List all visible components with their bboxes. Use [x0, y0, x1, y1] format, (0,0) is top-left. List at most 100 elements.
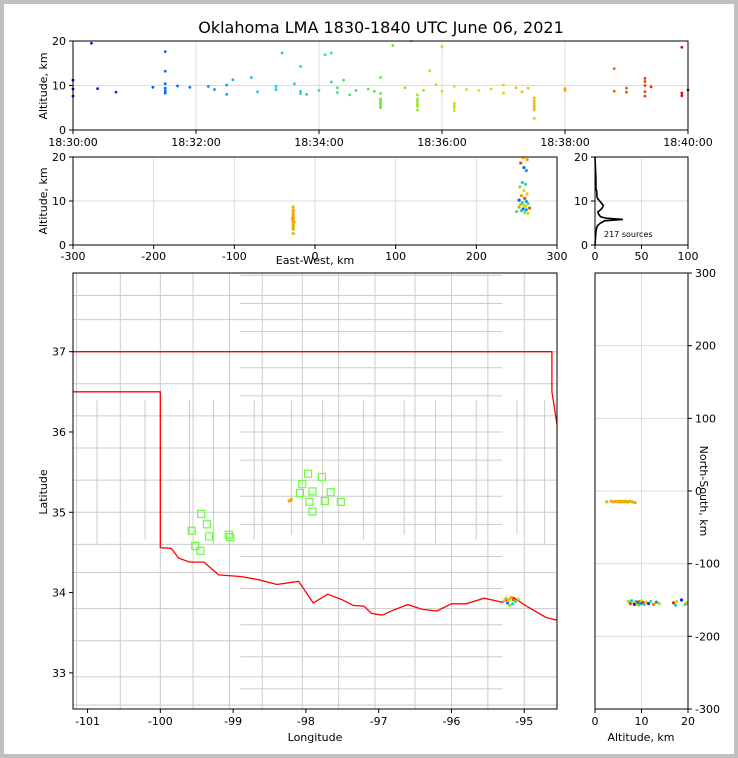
lma-station-marker — [295, 488, 305, 498]
lightning-source-point — [379, 99, 382, 103]
ew-source-point — [291, 227, 295, 231]
lightning-source-point — [649, 85, 653, 89]
ew-tick-label: 300 — [547, 250, 568, 263]
lightning-source-point — [416, 108, 419, 112]
lightning-source-point — [249, 76, 253, 79]
lightning-source-point — [299, 92, 302, 95]
lightning-source-point — [452, 101, 456, 105]
ns-tick-label: 100 — [695, 412, 716, 425]
ew-source-point — [519, 209, 524, 213]
lightning-source-point — [416, 102, 419, 106]
lightning-source-point — [532, 106, 536, 110]
plan-source-point — [505, 601, 510, 605]
plan-source-point — [507, 599, 511, 603]
ns-source-point — [679, 598, 684, 602]
lightning-source-point — [434, 83, 438, 87]
ew-source-point — [292, 220, 296, 224]
lightning-source-point — [680, 94, 684, 98]
lightning-source-point — [502, 83, 505, 87]
ew-tick-label: 200 — [466, 250, 487, 263]
ns-source-point — [626, 599, 631, 604]
plan-view-ylabel: Latitude — [37, 469, 50, 515]
lightning-source-point — [379, 104, 382, 107]
lightning-source-point — [274, 84, 278, 88]
longitude-tick-label: -100 — [148, 715, 173, 728]
ns-tick-label: -100 — [695, 558, 720, 571]
ew-source-point — [524, 208, 528, 212]
ns-source-point — [649, 599, 653, 604]
lightning-source-point — [625, 86, 628, 90]
lightning-source-point — [452, 84, 456, 88]
lma-station-marker — [320, 496, 329, 506]
lma-station-marker — [187, 526, 196, 535]
lightning-source-point — [502, 91, 505, 95]
lightning-source-point — [514, 86, 518, 90]
lightning-source-point — [643, 76, 647, 80]
ns-tick-label: 0 — [695, 485, 702, 498]
altitude-histogram-line — [594, 156, 623, 246]
lightning-source-point — [379, 92, 382, 95]
lma-station-marker — [202, 520, 212, 529]
altitude-tick-label: 0 — [59, 124, 66, 137]
ew-source-point — [523, 196, 527, 200]
lightning-source-point — [532, 96, 536, 100]
latitude-tick-label: 37 — [52, 346, 66, 359]
lma-station-marker — [308, 487, 317, 496]
lightning-source-point — [163, 82, 167, 86]
ns-tick-label: 300 — [695, 267, 716, 280]
lightning-source-point — [477, 88, 481, 92]
ns-height-ylabel: North-South, km — [697, 446, 710, 537]
ew-source-point — [519, 161, 523, 165]
ew-source-point — [515, 209, 519, 214]
lightning-source-point — [163, 89, 167, 93]
lightning-source-point — [299, 64, 302, 68]
lightning-source-point — [643, 94, 647, 98]
lma-station-marker — [305, 497, 314, 506]
lightning-source-point — [176, 84, 179, 88]
ns-source-point — [671, 601, 676, 605]
ew-height-xlabel: East-West, km — [276, 254, 354, 267]
time-height-panel: 18:30:00 18:32:00 18:34:00 18:36:00 18:38:00… — [37, 35, 713, 149]
lightning-source-point — [96, 87, 99, 91]
ns-tick-label: -200 — [695, 630, 720, 643]
lightning-source-point — [206, 84, 210, 88]
source-count-annotation: 217 sources — [604, 230, 653, 239]
time-tick-label: 18:36:00 — [417, 136, 466, 149]
plan-source-point — [289, 497, 293, 502]
latitude-tick-label: 34 — [52, 587, 66, 600]
ew-source-point — [525, 192, 529, 196]
ns-source-point — [628, 602, 632, 606]
ew-source-point — [522, 165, 526, 170]
plan-source-point — [504, 596, 508, 600]
ew-source-point — [291, 205, 295, 209]
lightning-source-point — [379, 97, 382, 101]
lma-station-marker — [224, 530, 233, 539]
plan-source-point — [513, 599, 518, 604]
ew-tick-label: 0 — [312, 250, 319, 263]
lightning-source-point — [336, 91, 339, 95]
ns-source-point — [644, 600, 648, 604]
ew-source-point — [517, 198, 521, 202]
plan-view-xlabel: Longitude — [288, 731, 343, 744]
lightning-source-point — [612, 67, 616, 70]
ns-height-xlabel: Altitude, km — [607, 731, 674, 744]
hist-altitude-tick-label: 10 — [574, 195, 588, 208]
longitude-tick-label: -96 — [442, 715, 460, 728]
latitude-tick-label: 33 — [52, 667, 66, 680]
lightning-source-point — [416, 105, 419, 108]
ns-source-point — [630, 500, 634, 504]
ew-source-point — [523, 210, 527, 215]
ew-source-point — [518, 185, 522, 189]
ew-source-point — [519, 202, 523, 207]
ew-tick-label: 100 — [385, 250, 406, 263]
ew-tick-label: -200 — [141, 250, 166, 263]
lma-station-marker — [303, 469, 313, 478]
lightning-source-point — [90, 41, 93, 45]
lma-station-marker — [308, 507, 317, 516]
ew-source-point — [525, 158, 529, 162]
lightning-source-point — [225, 83, 229, 87]
hist-tick-label: 0 — [592, 250, 599, 263]
lightning-source-point — [680, 91, 684, 95]
lightning-source-point — [643, 90, 647, 94]
ew-source-point — [517, 205, 521, 209]
